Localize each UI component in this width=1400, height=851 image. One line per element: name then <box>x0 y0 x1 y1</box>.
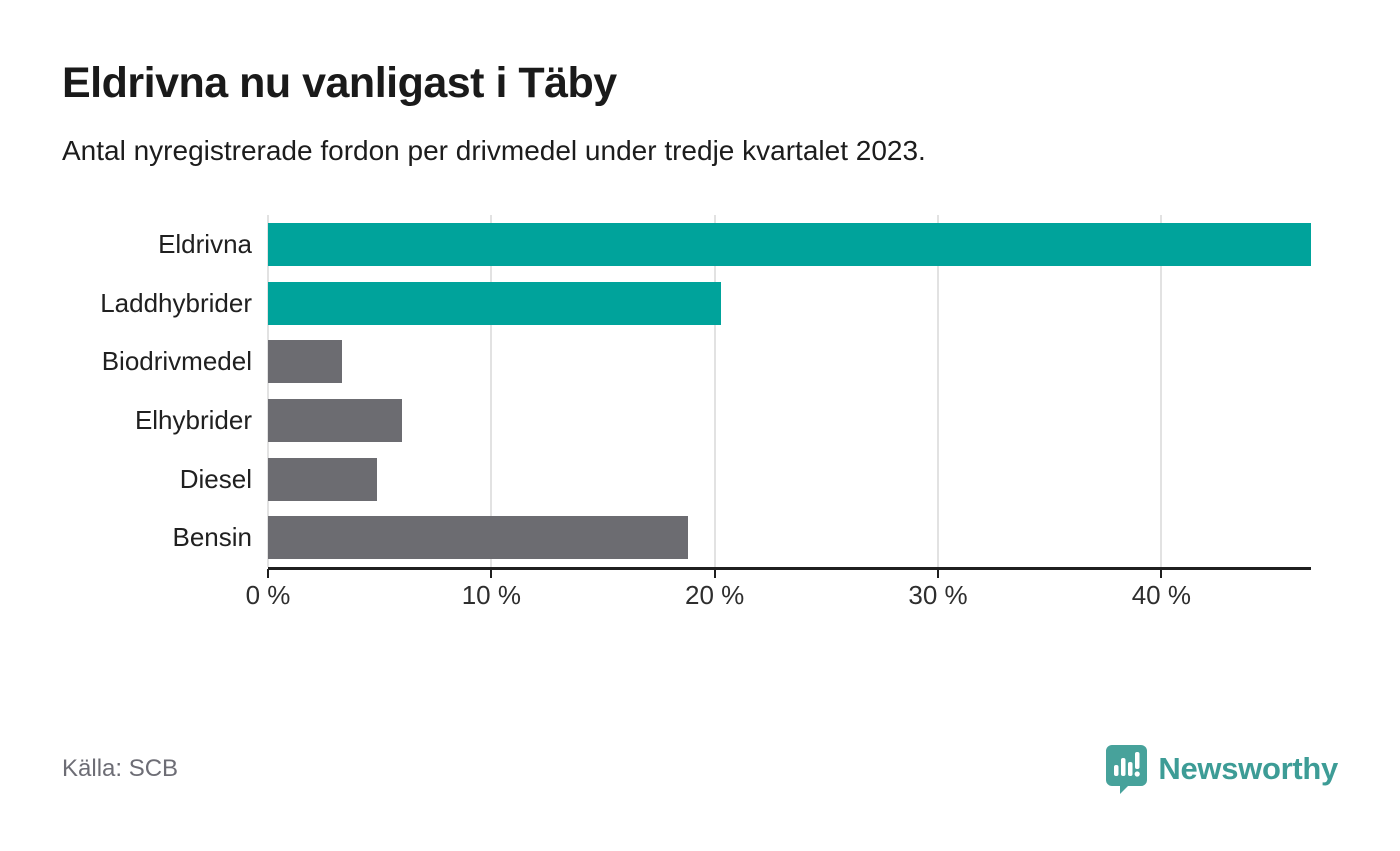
newsworthy-wordmark: Newsworthy <box>1158 751 1338 786</box>
category-label-diesel: Diesel <box>179 463 252 494</box>
tick-label-20: 20 % <box>685 580 745 611</box>
bar-elhybrider <box>268 399 402 443</box>
tick-mark-30 <box>937 569 940 579</box>
category-label-laddhybrider: Laddhybrider <box>100 287 252 318</box>
x-axis: 0 % 10 % 20 % 30 % 40 % <box>246 567 1311 618</box>
gridline-30 <box>937 215 940 568</box>
bar-row-diesel: Diesel <box>62 450 1311 509</box>
chart-header: Eldrivna nu vanligast i Täby Antal nyreg… <box>62 58 1338 167</box>
bar-track <box>268 516 1311 560</box>
tick-label-10: 10 % <box>461 580 521 611</box>
newsworthy-logo: Newsworthy <box>1105 744 1338 794</box>
category-label-elhybrider: Elhybrider <box>134 405 252 436</box>
bar-eldrivna <box>268 223 1311 267</box>
source-note: Källa: SCB <box>62 755 179 782</box>
bar-row-bensin: Bensin <box>62 509 1311 568</box>
tick-label-30: 30 % <box>908 580 968 611</box>
bar-track <box>268 281 1311 325</box>
tick-label-0: 0 % <box>245 580 291 611</box>
category-label-eldrivna: Eldrivna <box>158 229 252 260</box>
bar-chart: Eldrivna Laddhybrider Biodrivmedel Elhybrid… <box>62 215 1311 618</box>
tick-mark-0 <box>267 569 269 579</box>
footer: Källa: SCB Newsworthy <box>62 744 1338 794</box>
bar-track <box>268 399 1311 443</box>
tick-label-40: 40 % <box>1131 580 1191 611</box>
tick-mark-10 <box>490 569 493 579</box>
tick-mark-40 <box>1160 569 1163 579</box>
bar-bensin <box>268 516 688 560</box>
bar-diesel <box>268 457 378 501</box>
bar-track <box>268 457 1311 501</box>
x-axis-line <box>268 567 1311 571</box>
chart-title: Eldrivna nu vanligast i Täby <box>62 59 617 107</box>
category-label-bensin: Bensin <box>172 522 253 553</box>
infographic-page: Eldrivna nu vanligast i Täby Antal nyreg… <box>0 58 1400 851</box>
newsworthy-icon <box>1106 745 1148 794</box>
gridlines <box>267 215 1311 568</box>
gridline-10 <box>490 215 493 568</box>
bar-laddhybrider <box>268 281 722 325</box>
category-label-biodrivmedel: Biodrivmedel <box>101 346 252 377</box>
gridline-20 <box>713 215 716 568</box>
gridline-40 <box>1160 215 1163 568</box>
tick-mark-20 <box>713 569 716 579</box>
bar-row-laddhybrider: Laddhybrider <box>62 274 1311 333</box>
bar-row-biodrivmedel: Biodrivmedel <box>62 333 1311 392</box>
plot-area: Eldrivna Laddhybrider Biodrivmedel Elhybrid… <box>62 215 1311 568</box>
bar-row-elhybrider: Elhybrider <box>62 391 1311 450</box>
bar-rows: Eldrivna Laddhybrider Biodrivmedel Elhybrid… <box>62 215 1311 567</box>
bar-row-eldrivna: Eldrivna <box>62 215 1311 274</box>
chart-subtitle: Antal nyregistrerade fordon per drivmede… <box>62 134 926 166</box>
bar-biodrivmedel <box>268 340 342 384</box>
bar-track <box>268 223 1311 267</box>
bar-track <box>268 340 1311 384</box>
gridline-0 <box>267 215 269 568</box>
